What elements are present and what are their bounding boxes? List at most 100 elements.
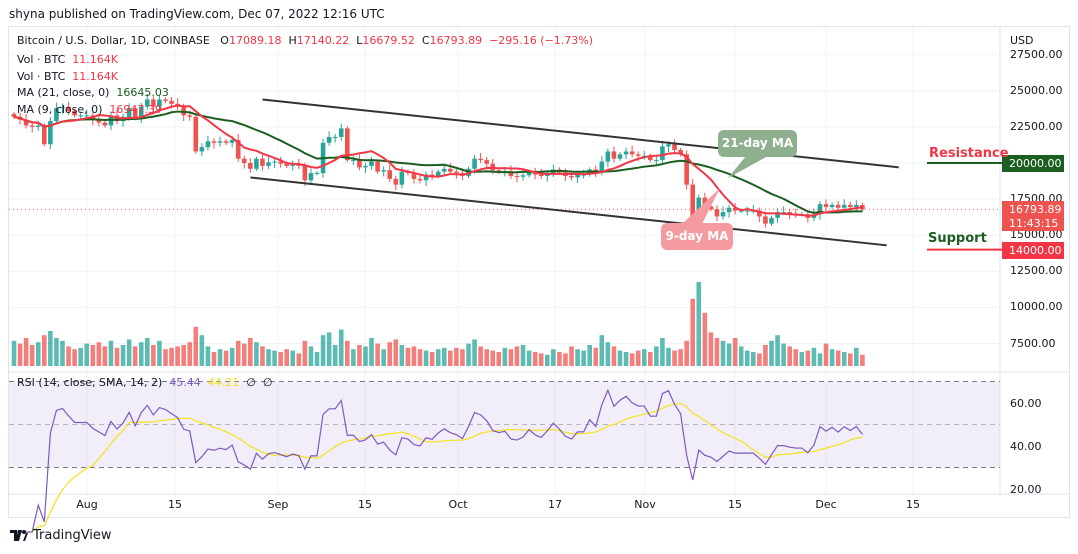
candle-body [102,122,108,126]
volume-bar [369,338,374,366]
volume-bar [217,349,223,366]
volume-bar [260,346,265,366]
rsi-tick: 60.00 [1010,397,1042,410]
time-tick: Dec [815,498,837,511]
legend-vol1[interactable]: Vol · BTC 11.164K [17,53,118,66]
candle-body [763,216,768,224]
candle-body [387,170,393,179]
legend-vol2[interactable]: Vol · BTC 11.164K [17,70,118,83]
volume-bar [23,338,29,366]
volume-bar [672,350,677,366]
volume-bar [763,345,768,366]
price-tick: 15000.00 [1010,228,1063,242]
time-tick: 15 [168,498,182,511]
candle-body [854,205,859,208]
volume-bar [799,352,805,366]
tradingview-logo[interactable]: TradingView [10,528,112,543]
legend-ma9[interactable]: MA (9, close, 0) 16947.39 [17,103,162,116]
change-value: −295.16 (−1.73%) [489,34,594,47]
volume-bar [90,345,96,366]
candle-body [48,121,53,145]
candle-body [720,212,726,217]
candle-body [714,209,720,217]
volume-bar [411,346,417,366]
volume-bar [508,349,514,366]
legend-rsi[interactable]: RSI (14, close, SMA, 14, 2) 45.44 44.21 … [17,376,272,389]
volume-bar [484,349,489,366]
ma9-label: MA (9, close, 0) [17,103,103,116]
vol-label: Vol · BTC [17,53,66,66]
candle-body [211,141,217,143]
candle-body [829,204,835,208]
volume-bar [435,349,441,366]
currency-label: USD [1010,34,1034,47]
candle-body [235,139,241,159]
candle-body [757,210,762,217]
price-tick: 25000.00 [1010,83,1063,97]
candle-body [169,100,174,104]
candle-body [199,147,205,152]
vol-value: 11.164K [72,70,118,83]
volume-bar [708,332,714,366]
volume-bar [357,345,362,366]
open-label: O [220,34,229,47]
volume-bar [211,352,217,366]
candle-body [635,154,641,156]
ma9-line [13,104,863,217]
candle-body [96,119,102,123]
volume-bar [66,346,71,366]
volume-bar [338,329,344,366]
rsi-line [14,388,863,533]
candle-body [72,111,77,116]
candle-body [369,161,374,166]
chart-frame[interactable] [8,26,1070,518]
ma21-label: MA (21, close, 0) [17,86,110,99]
candle-body [332,137,338,139]
rsi-empty-value: ∅ [262,376,273,389]
volume-bar [157,340,162,366]
volume-bar [345,340,350,366]
candle-body [23,119,29,126]
volume-bar [314,352,320,366]
time-tick: Nov [634,498,656,511]
volume-bar [854,347,859,366]
volume-bar [787,346,792,366]
volume-bar [181,345,186,366]
volume-bar [163,349,168,366]
volume-bar [478,346,483,366]
volume-bar [332,345,338,366]
ma21-callout[interactable]: 21-day MA [718,130,797,157]
candle-body [193,116,199,152]
resistance-price-tag: 20000.00 [1002,155,1064,172]
volume-bar [120,345,126,366]
candle-body [520,175,526,177]
volume-bar [660,338,665,366]
volume-bar [775,335,780,366]
volume-bar [429,352,435,366]
volume-bar [11,340,17,366]
candle-body [338,128,344,138]
ma9-value: 16947.39 [109,103,162,116]
candle-body [254,158,259,169]
volume-bar [751,352,756,366]
close-label: C [421,34,430,47]
legend-ma21[interactable]: MA (21, close, 0) 16645.03 [17,86,169,99]
volume-bar [629,353,635,366]
volume-bar [48,331,53,366]
tradingview-logo-icon [10,530,28,541]
ma9-callout[interactable]: 9-day MA [661,223,733,250]
candle-body [417,178,423,181]
time-tick: Aug [76,498,98,511]
volume-bar [169,347,174,366]
volume-bar [326,332,332,366]
volume-bar [151,345,156,366]
rsi-tick: 20.00 [1010,483,1042,496]
candle-body [375,161,380,172]
ma21-value: 16645.03 [116,86,169,99]
volume-bar [593,347,599,366]
volume-bar [811,347,817,366]
volume-bar [496,352,502,366]
upper-channel-trendline [262,98,899,169]
volume-bar [235,340,241,366]
